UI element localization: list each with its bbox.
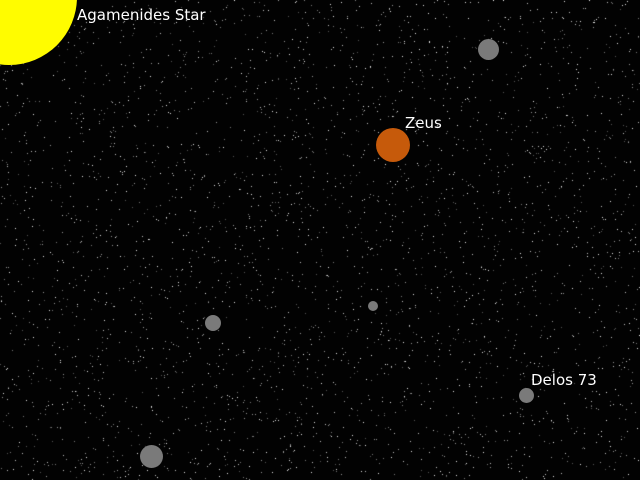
planet-unlabeled-top-right[interactable] [478,39,499,60]
planet-unlabeled-bottom-left[interactable] [140,445,163,468]
agamenides-star-label: Agamenides Star [77,6,206,24]
planet-delos-73-label: Delos 73 [531,371,597,389]
planet-unlabeled-left[interactable] [205,315,221,331]
planet-zeus[interactable] [376,128,410,162]
planet-delos-73[interactable] [519,388,534,403]
planet-zeus-label: Zeus [405,114,442,132]
planet-unlabeled-center[interactable] [368,301,378,311]
